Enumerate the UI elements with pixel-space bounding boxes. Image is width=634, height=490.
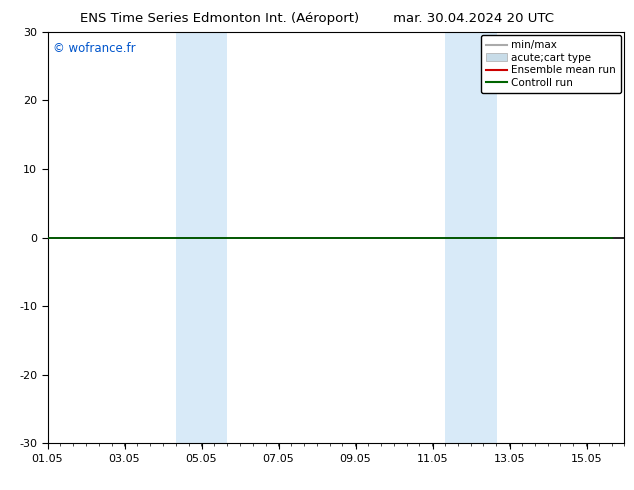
Bar bbox=[445, 32, 471, 443]
Bar bbox=[202, 32, 228, 443]
Bar bbox=[176, 32, 202, 443]
Legend: min/max, acute;cart type, Ensemble mean run, Controll run: min/max, acute;cart type, Ensemble mean … bbox=[481, 35, 621, 93]
Text: © wofrance.fr: © wofrance.fr bbox=[53, 42, 136, 55]
Text: ENS Time Series Edmonton Int. (Aéroport)        mar. 30.04.2024 20 UTC: ENS Time Series Edmonton Int. (Aéroport)… bbox=[80, 12, 554, 25]
Bar bbox=[471, 32, 497, 443]
